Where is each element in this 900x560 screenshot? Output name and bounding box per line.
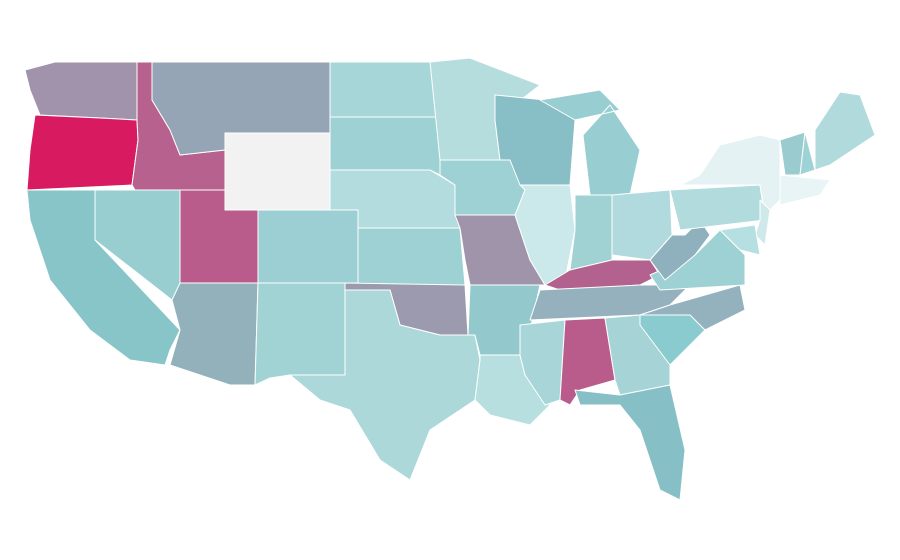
state (254, 282, 346, 386)
state (574, 384, 686, 501)
state (754, 199, 771, 246)
state (224, 132, 331, 211)
state (24, 61, 138, 121)
state (357, 227, 466, 286)
state (779, 174, 831, 206)
state (569, 194, 613, 271)
state (329, 61, 441, 118)
state (257, 209, 359, 284)
state (719, 224, 761, 256)
state (329, 116, 441, 176)
state (799, 131, 816, 176)
state (289, 289, 481, 481)
state (169, 282, 259, 386)
state (814, 91, 876, 171)
state (539, 89, 641, 196)
state (26, 114, 139, 191)
state (669, 184, 766, 231)
